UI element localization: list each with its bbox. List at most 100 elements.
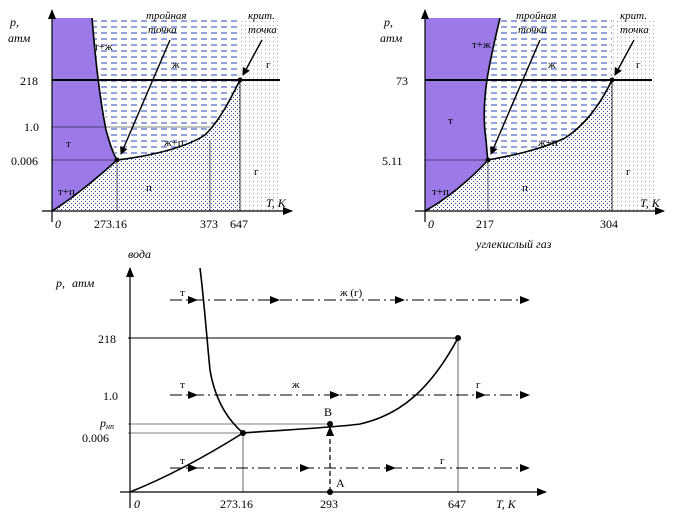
water-triple-arrow xyxy=(120,39,171,155)
process-vaporization-curve xyxy=(242,337,459,434)
process-mid-center-label: ж xyxy=(291,379,300,391)
process-low-left-label: т xyxy=(180,455,185,467)
water-process-diagram: вода p, атм 218 1.0 0.006 pнп 0 273.16 2… xyxy=(55,247,547,511)
water-ann-triple-2: точка xyxy=(148,24,177,36)
process-sublimation-curve xyxy=(129,432,244,493)
co2-y-unit: атм xyxy=(380,31,403,45)
process-mid-right-label: г xyxy=(476,379,481,391)
co2-vapor-region xyxy=(425,80,612,211)
co2-phase-diagram: p, атм 73 5.11 0 217 304 T, K тройная то… xyxy=(380,9,665,251)
co2-solid-region xyxy=(425,18,500,211)
process-low-arrow-4 xyxy=(520,464,530,472)
process-tick-647: 647 xyxy=(448,497,466,511)
water-tick-647: 647 xyxy=(230,217,248,231)
water-ann-triple-1: тройная xyxy=(146,10,187,22)
water-melting-curve xyxy=(91,17,118,161)
co2-x-label: T, K xyxy=(640,196,661,210)
co2-tick-73: 73 xyxy=(396,74,408,88)
water-tick-0006: 0.006 xyxy=(11,154,38,168)
co2-y-label: p, xyxy=(383,15,393,29)
process-mid-arrow-2 xyxy=(330,391,340,399)
water-region-gas: г xyxy=(266,59,271,71)
process-low-arrow-3 xyxy=(386,464,396,472)
process-triple-point xyxy=(240,430,246,436)
water-origin: 0 xyxy=(55,217,61,231)
co2-triple-point xyxy=(485,157,491,163)
water-phase-diagram: p, атм 218 1.0 0.006 0 273.16 373 647 T,… xyxy=(8,9,293,231)
co2-region-liquid-vapor: ж+п xyxy=(537,137,558,149)
co2-region-solid: т xyxy=(448,115,453,127)
co2-ann-triple-1: тройная xyxy=(516,10,557,22)
co2-melting-curve xyxy=(483,17,501,161)
process-melting-curve xyxy=(199,267,244,434)
water-tick-1: 1.0 xyxy=(24,120,39,134)
water-region-solid-liquid: т+ж xyxy=(94,41,113,53)
process-tick-293: 293 xyxy=(320,497,338,511)
co2-region-solid-liquid: т+ж xyxy=(472,39,491,51)
co2-region-solid-vapor: т+п xyxy=(432,186,449,198)
water-tick-373: 373 xyxy=(200,217,218,231)
co2-liquid-region xyxy=(465,20,612,160)
process-mid-arrow-1 xyxy=(188,391,198,399)
water-solid-region xyxy=(52,18,117,211)
process-caption: вода xyxy=(128,247,151,261)
process-point-b xyxy=(327,421,333,427)
process-y-label: p, xyxy=(55,276,65,290)
process-top-arrow-4 xyxy=(520,296,530,304)
water-liquid-region xyxy=(92,20,240,160)
water-tick-218: 218 xyxy=(20,74,38,88)
co2-origin: 0 xyxy=(428,217,434,231)
water-region-solid-vapor: т+п xyxy=(58,186,75,198)
co2-tick-304: 304 xyxy=(600,217,618,231)
process-top-arrow-1 xyxy=(188,296,198,304)
water-ann-crit-1: крит. xyxy=(248,10,275,22)
water-sublimation-curve xyxy=(51,159,118,212)
process-mid-left-label: т xyxy=(180,379,185,391)
process-tick-27316: 273.16 xyxy=(220,497,253,511)
water-y-label: p, xyxy=(9,15,19,29)
co2-caption: углекислый газ xyxy=(475,237,552,251)
co2-sublimation-curve xyxy=(424,159,489,212)
co2-critical-arrow xyxy=(614,39,635,76)
process-low-right-label: г xyxy=(440,455,445,467)
water-critical-point xyxy=(237,77,243,83)
process-top-arrow-3 xyxy=(395,296,405,304)
process-top-left-label: т xyxy=(180,287,185,299)
process-label-a: A xyxy=(336,476,345,490)
process-tick-1: 1.0 xyxy=(103,389,118,403)
process-y-unit: атм xyxy=(72,276,95,290)
co2-triple-arrow xyxy=(490,39,541,155)
water-region-liquid-vapor: ж+п xyxy=(163,137,184,149)
water-ann-crit-2: точка xyxy=(248,24,277,36)
process-label-b: B xyxy=(324,405,332,419)
process-tick-0006: 0.006 xyxy=(82,431,109,445)
water-critical-arrow xyxy=(242,39,263,76)
co2-critical-point xyxy=(609,77,615,83)
co2-vaporization-curve xyxy=(487,79,613,161)
process-top-right-label: ж (г) xyxy=(339,287,363,299)
water-region-solid: т xyxy=(66,138,71,150)
water-tick-27316: 273.16 xyxy=(94,217,127,231)
process-mid-arrow-4 xyxy=(520,391,530,399)
co2-region-gas: г xyxy=(636,59,641,71)
water-region-gas-low: г xyxy=(254,166,259,178)
water-vapor-region xyxy=(52,80,240,211)
co2-tick-217: 217 xyxy=(476,217,494,231)
water-y-unit: атм xyxy=(8,31,31,45)
co2-tick-511: 5.11 xyxy=(382,154,403,168)
co2-region-gas-low: г xyxy=(626,166,631,178)
process-mid-arrow-3 xyxy=(476,391,486,399)
co2-ann-crit-2: точка xyxy=(620,24,649,36)
process-low-arrow-2 xyxy=(300,464,310,472)
water-region-vapor: п xyxy=(146,182,152,194)
water-region-liquid: ж xyxy=(171,59,180,71)
process-ab-arrow xyxy=(326,426,334,436)
process-origin: 0 xyxy=(134,497,140,511)
co2-region-vapor: п xyxy=(522,182,528,194)
process-x-label: T, K xyxy=(496,497,517,511)
process-tick-pnp: pнп xyxy=(99,416,114,431)
water-x-label: T, K xyxy=(266,196,287,210)
process-tick-218: 218 xyxy=(98,332,116,346)
co2-ann-crit-1: крит. xyxy=(620,10,647,22)
